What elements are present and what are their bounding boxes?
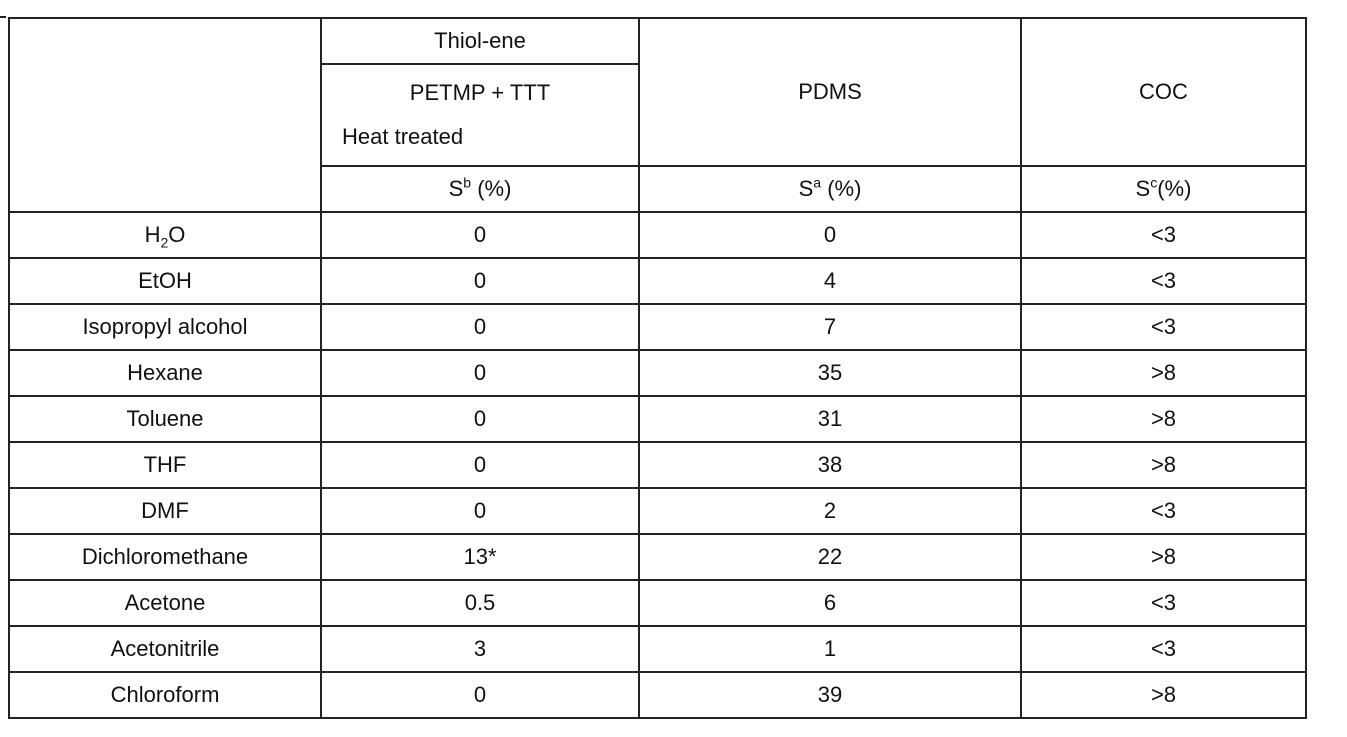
pdms-value-cell: 0 <box>638 211 1022 259</box>
unit-symbol: S <box>798 176 814 201</box>
coc-value-cell: >8 <box>1020 395 1307 443</box>
unit-sup: c <box>1150 174 1158 191</box>
thiolene-value-cell: 0 <box>320 349 640 397</box>
pdms-value-cell: 7 <box>638 303 1022 351</box>
coc-value-cell: >8 <box>1020 349 1307 397</box>
solvent-cell: Acetone <box>8 579 322 627</box>
table-row: Acetonitrile 3 1 <3 <box>8 625 1307 673</box>
thiolene-group-header: Thiol-ene <box>320 17 640 65</box>
pdms-value-cell: 2 <box>638 487 1022 535</box>
table-row: Chloroform 0 39 >8 <box>8 671 1307 719</box>
corner-cell <box>8 17 322 213</box>
pdms-value-cell: 6 <box>638 579 1022 627</box>
table-row: H2O 0 0 <3 <box>8 211 1307 259</box>
coc-value-cell: <3 <box>1020 487 1307 535</box>
table-row: DMF 0 2 <3 <box>8 487 1307 535</box>
solvent-cell: EtOH <box>8 257 322 305</box>
solvent-cell: Dichloromethane <box>8 533 322 581</box>
pdms-header: PDMS <box>638 17 1022 167</box>
thiolene-value-cell: 13* <box>320 533 640 581</box>
thiolene-value-cell: 0 <box>320 441 640 489</box>
solvent-cell: H2O <box>8 211 322 259</box>
coc-header: COC <box>1020 17 1307 167</box>
coc-value-cell: >8 <box>1020 441 1307 489</box>
pdms-value-cell: 35 <box>638 349 1022 397</box>
solvent-cell: Hexane <box>8 349 322 397</box>
table-row: Hexane 0 35 >8 <box>8 349 1307 397</box>
thiolene-value-cell: 0 <box>320 257 640 305</box>
table-row: Dichloromethane 13* 22 >8 <box>8 533 1307 581</box>
thiolene-value-cell: 0 <box>320 211 640 259</box>
edge-mark <box>0 16 6 18</box>
unit-symbol: S <box>448 176 464 201</box>
pdms-value-cell: 39 <box>638 671 1022 719</box>
table-row: Toluene 0 31 >8 <box>8 395 1307 443</box>
solvent-cell: Chloroform <box>8 671 322 719</box>
table-row: Isopropyl alcohol 0 7 <3 <box>8 303 1307 351</box>
coc-value-cell: <3 <box>1020 211 1307 259</box>
thiolene-value-cell: 3 <box>320 625 640 673</box>
pdms-value-cell: 31 <box>638 395 1022 443</box>
pdms-value-cell: 22 <box>638 533 1022 581</box>
solvent-cell: DMF <box>8 487 322 535</box>
thiolene-value-cell: 0.5 <box>320 579 640 627</box>
unit-text: (%) <box>827 176 862 201</box>
thiolene-treatment: Heat treated <box>342 124 464 149</box>
table-row: EtOH 0 4 <3 <box>8 257 1307 305</box>
table-row: Acetone 0.5 6 <3 <box>8 579 1307 627</box>
coc-value-cell: >8 <box>1020 671 1307 719</box>
swelling-table: Thiol-ene PDMS COC PETMP + TTT Heat trea… <box>8 17 1307 719</box>
pdms-value-cell: 1 <box>638 625 1022 673</box>
coc-value-cell: <3 <box>1020 303 1307 351</box>
pdms-unit-header: Sa (%) <box>638 165 1022 213</box>
unit-symbol: S <box>1135 176 1151 201</box>
thiolene-formulation: PETMP + TTT <box>409 80 551 105</box>
unit-text: (%) <box>1157 176 1192 201</box>
coc-value-cell: <3 <box>1020 257 1307 305</box>
solvent-cell: Acetonitrile <box>8 625 322 673</box>
coc-value-cell: <3 <box>1020 625 1307 673</box>
solvent-cell: Toluene <box>8 395 322 443</box>
thiolene-value-cell: 0 <box>320 303 640 351</box>
solvent-cell: THF <box>8 441 322 489</box>
coc-unit-header: Sc(%) <box>1020 165 1307 213</box>
solvent-cell: Isopropyl alcohol <box>8 303 322 351</box>
coc-value-cell: >8 <box>1020 533 1307 581</box>
unit-text: (%) <box>477 176 512 201</box>
thiolene-value-cell: 0 <box>320 395 640 443</box>
coc-value-cell: <3 <box>1020 579 1307 627</box>
thiolene-value-cell: 0 <box>320 487 640 535</box>
pdms-value-cell: 4 <box>638 257 1022 305</box>
table-row: THF 0 38 >8 <box>8 441 1307 489</box>
thiolene-subheader: PETMP + TTT Heat treated <box>320 63 640 167</box>
unit-sup: b <box>463 174 472 191</box>
unit-sup: a <box>813 174 822 191</box>
pdms-value-cell: 38 <box>638 441 1022 489</box>
thiolene-value-cell: 0 <box>320 671 640 719</box>
thiolene-unit-header: Sb (%) <box>320 165 640 213</box>
